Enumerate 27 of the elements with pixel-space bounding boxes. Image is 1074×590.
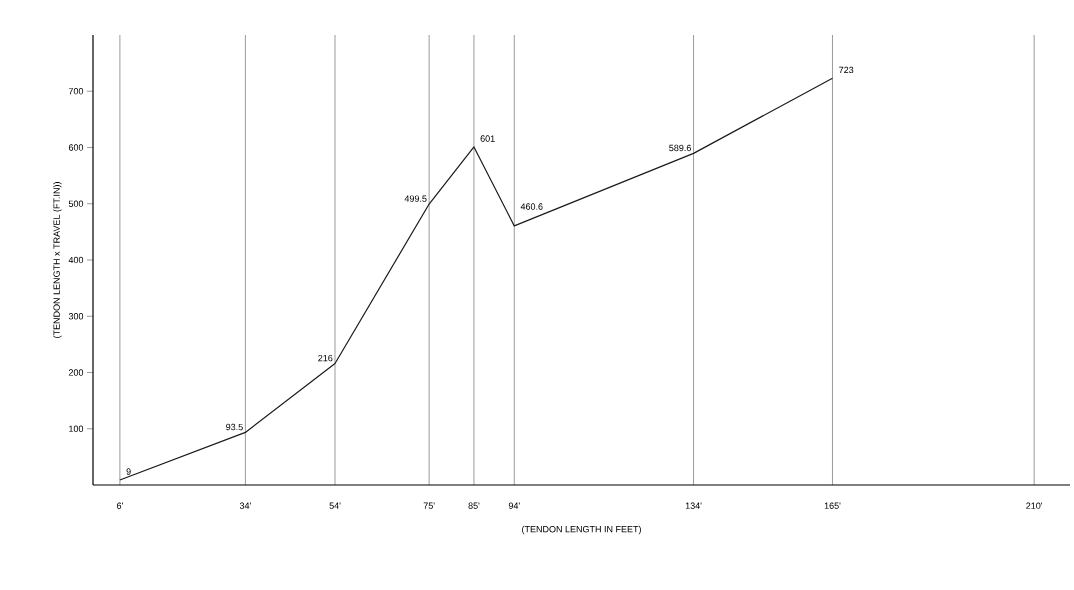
data-label: 216 — [318, 354, 333, 362]
data-label: 499.5 — [404, 195, 427, 202]
y-tick-label: 300 — [68, 313, 84, 320]
y-tick-label: 600 — [68, 144, 84, 151]
line-series — [119, 77, 834, 481]
x-tick-label: 34' — [239, 502, 251, 509]
x-tick-label: 134' — [685, 502, 702, 509]
x-axis-title: (TENDON LENGTH IN FEET) — [522, 525, 641, 535]
data-label: 93.5 — [226, 423, 243, 431]
x-tick-label: 85' — [468, 502, 480, 509]
x-tick-label: 54' — [329, 502, 341, 509]
y-tick-label: 400 — [68, 256, 84, 264]
x-tick-label: 6' — [116, 502, 123, 509]
data-label: 460.6 — [520, 203, 543, 210]
y-tick-label: 200 — [68, 369, 84, 376]
x-tick-label: 165' — [824, 502, 841, 509]
x-tick-label: 210' — [1026, 502, 1043, 509]
y-tick-label: 100 — [69, 425, 84, 432]
y-tick-label: 700 — [68, 88, 84, 95]
data-label: 601 — [480, 135, 495, 142]
x-tick-label: 75' — [423, 502, 435, 509]
data-label: 9 — [126, 468, 131, 475]
x-tick-label: 94' — [508, 502, 520, 509]
y-tick-label: 500 — [68, 200, 84, 207]
y-axis-title: (TENDON LENGTH x TRAVEL (FT.IN)) — [53, 182, 62, 338]
data-label: 723 — [839, 66, 854, 74]
data-label: 589.6 — [669, 144, 691, 152]
